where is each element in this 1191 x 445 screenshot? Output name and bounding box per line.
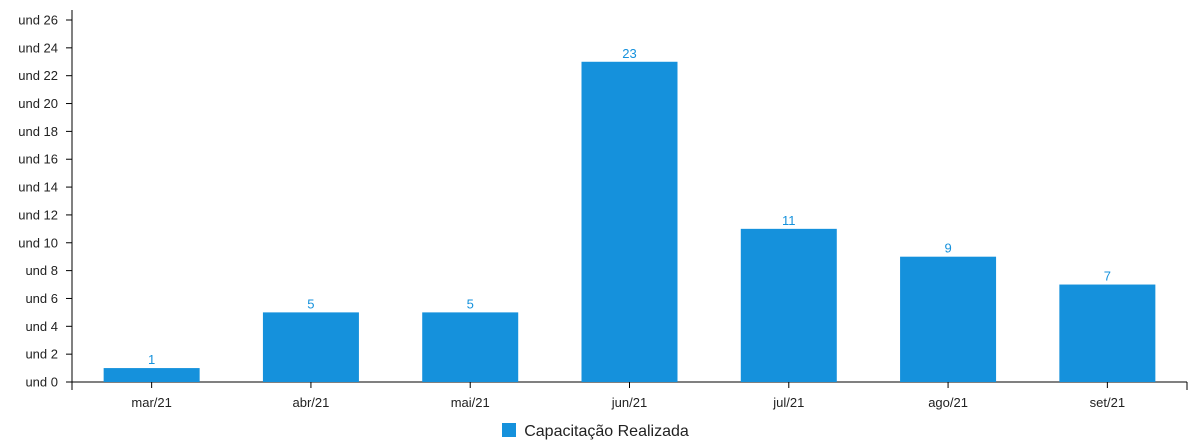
data-label: 23 xyxy=(622,46,636,61)
y-tick-label: und 20 xyxy=(18,96,58,111)
x-tick-label: mar/21 xyxy=(131,395,171,410)
y-tick-label: und 22 xyxy=(18,68,58,83)
bar-series xyxy=(103,61,1156,383)
bar xyxy=(581,61,678,383)
legend-swatch-icon xyxy=(502,423,517,437)
bar xyxy=(1059,284,1156,382)
bar xyxy=(900,256,997,382)
data-label: 11 xyxy=(782,213,796,228)
data-label: 1 xyxy=(148,352,155,367)
x-tick-label: mai/21 xyxy=(451,395,490,410)
y-tick-label: und 24 xyxy=(18,40,58,55)
y-tick-label: und 14 xyxy=(18,180,58,195)
bar-chart: und 0 und 2 und 4 und 6 und 8 und 10 und 12 und… xyxy=(18,10,1188,410)
bar xyxy=(740,228,837,382)
y-tick-label: und 4 xyxy=(25,319,58,334)
legend-label: Capacitação Realizada xyxy=(524,423,689,440)
bar xyxy=(422,312,519,382)
y-tick-label: und 26 xyxy=(18,13,58,28)
y-tick-label: und 0 xyxy=(25,375,58,390)
x-axis: mar/21 abr/21 mai/21 jun/21 jul/21 ago/21 set/… xyxy=(71,381,1188,410)
x-tick-label: abr/21 xyxy=(292,395,329,410)
y-tick-label: und 6 xyxy=(25,291,58,306)
y-tick-label: und 8 xyxy=(25,263,58,278)
y-axis: und 0 und 2 und 4 und 6 und 8 und 10 und 12 und… xyxy=(18,10,73,390)
data-label: 7 xyxy=(1104,269,1111,284)
legend: Capacitação Realizada xyxy=(0,423,1191,441)
y-tick-label: und 2 xyxy=(25,347,58,362)
y-tick-label: und 12 xyxy=(18,207,58,222)
data-label: 5 xyxy=(467,296,474,311)
data-labels: 1 5 5 23 11 9 7 xyxy=(148,46,1111,367)
data-label: 9 xyxy=(944,241,951,256)
x-tick-label: ago/21 xyxy=(928,395,968,410)
y-tick-label: und 10 xyxy=(18,235,58,250)
x-tick-label: jul/21 xyxy=(772,395,804,410)
y-tick-label: und 16 xyxy=(18,152,58,167)
y-tick-label: und 18 xyxy=(18,124,58,139)
bar xyxy=(262,312,359,382)
x-tick-label: jun/21 xyxy=(611,395,647,410)
bar xyxy=(103,368,200,382)
data-label: 5 xyxy=(307,296,314,311)
x-tick-label: set/21 xyxy=(1090,395,1125,410)
